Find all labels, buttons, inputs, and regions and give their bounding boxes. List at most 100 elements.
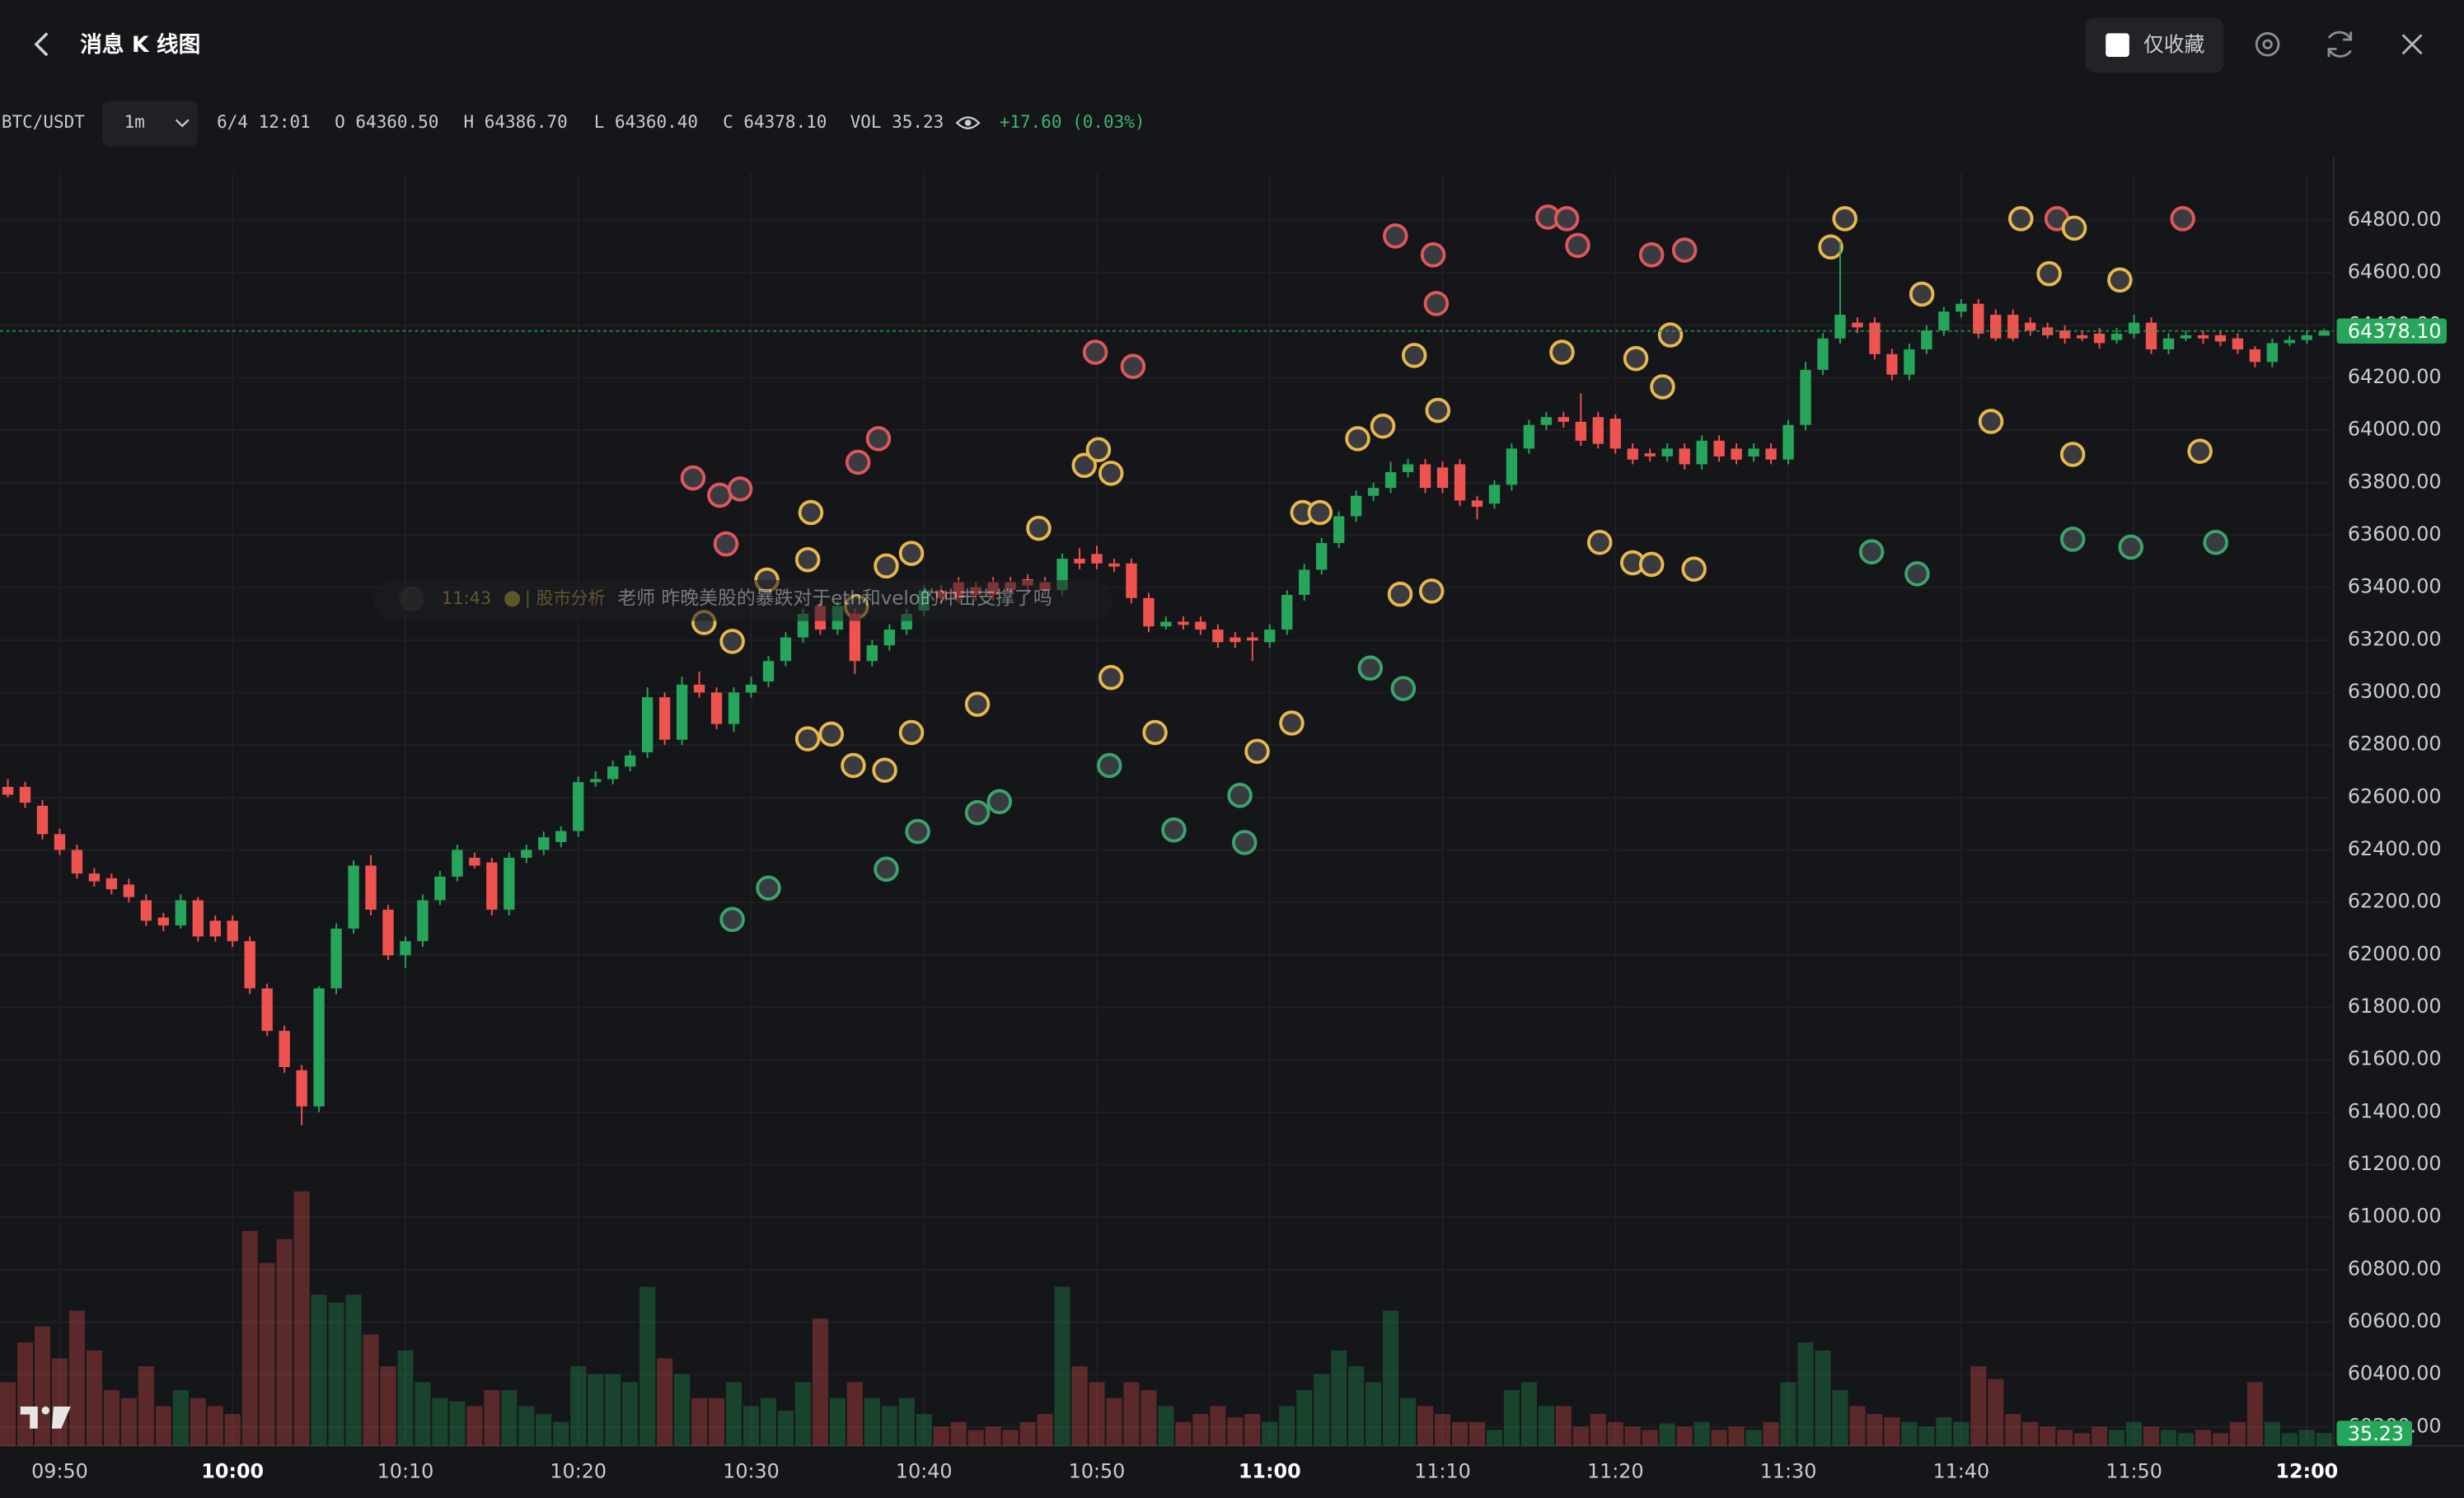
candle-body: [365, 865, 377, 911]
candle-body: [728, 692, 740, 724]
message-marker[interactable]: [1623, 345, 1649, 372]
volume-bar: [2109, 1430, 2125, 1446]
candle-body: [1230, 637, 1241, 643]
message-marker[interactable]: [1227, 782, 1253, 808]
message-marker[interactable]: [1098, 664, 1124, 690]
message-marker[interactable]: [707, 482, 733, 508]
message-marker[interactable]: [841, 752, 866, 779]
message-marker[interactable]: [1565, 232, 1590, 259]
message-marker[interactable]: [1357, 655, 1384, 681]
volume-bar: [1071, 1366, 1088, 1446]
message-marker[interactable]: [874, 856, 899, 882]
message-marker[interactable]: [1681, 556, 1707, 582]
message-marker[interactable]: [1553, 206, 1580, 232]
message-marker[interactable]: [1586, 529, 1613, 555]
settings-button[interactable]: [2255, 31, 2280, 57]
candle-body: [261, 988, 273, 1032]
message-marker[interactable]: [2107, 267, 2133, 293]
message-marker[interactable]: [680, 465, 706, 491]
message-marker[interactable]: [874, 553, 899, 579]
message-marker[interactable]: [794, 546, 821, 573]
message-marker[interactable]: [1279, 710, 1305, 736]
message-marker[interactable]: [713, 531, 739, 557]
checkbox[interactable]: [2106, 33, 2129, 58]
message-marker[interactable]: [1549, 339, 1575, 365]
message-marker[interactable]: [1085, 437, 1112, 462]
message-marker[interactable]: [1244, 738, 1270, 765]
message-marker[interactable]: [1120, 353, 1146, 379]
message-preview[interactable]: 11:43 | 股市分析 老师 昨晚美股的暴跌对于eth和velo的冲击支撑了吗: [373, 580, 1113, 621]
message-marker[interactable]: [1425, 397, 1451, 424]
message-marker[interactable]: [1423, 291, 1450, 316]
message-marker[interactable]: [1832, 206, 1857, 232]
message-marker[interactable]: [1161, 817, 1187, 843]
message-marker[interactable]: [1657, 322, 1684, 348]
close-button[interactable]: [2401, 34, 2423, 55]
message-marker[interactable]: [1097, 752, 1122, 779]
message-marker[interactable]: [2008, 206, 2034, 232]
message-marker[interactable]: [2170, 206, 2195, 232]
candle-body: [452, 850, 463, 877]
message-marker[interactable]: [1098, 461, 1124, 486]
message-marker[interactable]: [2118, 534, 2143, 560]
message-marker[interactable]: [1082, 339, 1108, 365]
message-marker[interactable]: [794, 726, 821, 751]
message-marker[interactable]: [1387, 581, 1413, 607]
message-marker[interactable]: [1418, 578, 1445, 604]
message-marker[interactable]: [1650, 374, 1675, 400]
interval-select[interactable]: 1m: [101, 101, 199, 147]
message-marker[interactable]: [1638, 242, 1665, 268]
message-marker[interactable]: [1904, 561, 1930, 587]
message-marker[interactable]: [1026, 515, 1052, 541]
message-marker[interactable]: [756, 875, 781, 901]
message-marker[interactable]: [2059, 442, 2086, 467]
message-marker[interactable]: [905, 818, 930, 845]
message-marker[interactable]: [1383, 223, 1408, 249]
message-marker[interactable]: [1909, 281, 1935, 307]
message-marker[interactable]: [818, 721, 844, 747]
candle-body: [1299, 569, 1310, 596]
volume-bar: [1538, 1406, 1554, 1446]
message-marker[interactable]: [1370, 413, 1396, 439]
message-marker[interactable]: [964, 799, 991, 826]
message-marker[interactable]: [1345, 426, 1370, 452]
message-marker[interactable]: [872, 757, 897, 783]
message-marker[interactable]: [898, 541, 925, 566]
message-marker[interactable]: [1401, 343, 1427, 368]
message-marker[interactable]: [2061, 215, 2087, 241]
message-marker[interactable]: [845, 449, 871, 475]
eye-pupil: [964, 119, 972, 126]
message-marker[interactable]: [1390, 676, 1417, 701]
message-marker[interactable]: [719, 629, 745, 654]
back-button[interactable]: [34, 32, 49, 57]
visibility-toggle[interactable]: [955, 116, 981, 129]
message-marker[interactable]: [898, 719, 925, 746]
message-marker[interactable]: [2059, 527, 2086, 552]
candle-body: [2007, 315, 2019, 339]
message-marker[interactable]: [1071, 452, 1098, 479]
message-marker[interactable]: [2187, 438, 2213, 464]
message-marker[interactable]: [1638, 551, 1665, 578]
message-marker[interactable]: [719, 906, 745, 933]
message-marker[interactable]: [1818, 234, 1843, 260]
message-marker[interactable]: [1858, 539, 1885, 564]
favorites-toggle[interactable]: 仅收藏: [2085, 17, 2224, 73]
volume-bar: [1936, 1417, 1952, 1446]
y-tick-label: 64600.00: [2348, 260, 2442, 283]
message-marker[interactable]: [727, 476, 753, 502]
message-marker[interactable]: [1671, 237, 1698, 263]
message-marker[interactable]: [865, 426, 892, 452]
message-marker[interactable]: [2203, 529, 2228, 555]
message-marker[interactable]: [1142, 719, 1168, 746]
message-marker[interactable]: [1420, 242, 1446, 268]
x-tick-label: 11:20: [1587, 1460, 1644, 1483]
message-marker[interactable]: [798, 499, 824, 526]
refresh-button[interactable]: [2327, 30, 2353, 58]
message-marker[interactable]: [986, 789, 1013, 815]
volume-bar: [1624, 1426, 1641, 1446]
message-marker[interactable]: [2036, 260, 2062, 287]
message-marker[interactable]: [1978, 409, 2004, 434]
message-marker[interactable]: [1307, 499, 1333, 526]
message-marker[interactable]: [964, 691, 991, 717]
message-marker[interactable]: [1232, 830, 1258, 855]
